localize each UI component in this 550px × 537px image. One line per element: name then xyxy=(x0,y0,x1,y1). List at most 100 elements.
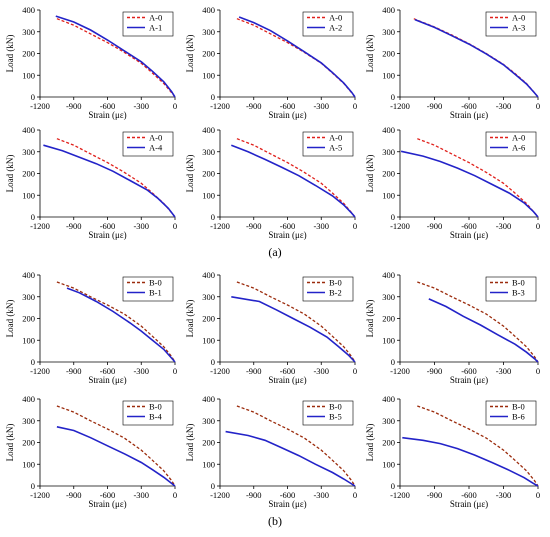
x-tick-label: -300 xyxy=(313,490,329,500)
y-tick-label: 200 xyxy=(22,49,35,59)
y-tick-label: 300 xyxy=(382,27,395,37)
x-axis-label: Strain (με) xyxy=(268,375,306,385)
x-tick-label: -600 xyxy=(461,221,477,231)
series-line-B-0 xyxy=(417,405,539,487)
y-axis-label: Load (kN) xyxy=(365,424,375,462)
chart-panel-10: -1200 -900 -600 -300 0 0 100 200 300 400 Strain (μ… xyxy=(5,394,177,509)
y-tick-label: 200 xyxy=(382,438,395,448)
y-axis-label: Load (kN) xyxy=(185,424,195,462)
legend-label: A-0 xyxy=(512,13,525,23)
legend-label: B-0 xyxy=(149,278,162,288)
series-line-A-0 xyxy=(417,138,539,218)
legend-box xyxy=(302,11,354,37)
x-tick-label: 0 xyxy=(173,101,177,111)
y-tick-label: 100 xyxy=(22,459,35,469)
x-tick-label: -900 xyxy=(66,221,82,231)
y-axis-label: Load (kN) xyxy=(365,155,375,193)
y-tick-label: 300 xyxy=(202,27,215,37)
chart-panel-12: -1200 -900 -600 -300 0 0 100 200 300 400 Strain (μ… xyxy=(365,394,540,509)
y-tick-label: 400 xyxy=(382,5,395,15)
y-tick-label: 200 xyxy=(202,49,215,59)
x-tick-label: -600 xyxy=(100,490,116,500)
chart-panel-5: -1200 -900 -600 -300 0 0 100 200 300 400 Strain (μ… xyxy=(185,125,357,240)
y-tick-label: 0 xyxy=(31,212,35,222)
x-tick-label: 0 xyxy=(173,490,177,500)
series-line-B-2 xyxy=(231,296,356,363)
series-line-A-4 xyxy=(43,144,176,218)
x-tick-label: -1200 xyxy=(30,490,50,500)
x-tick-label: -600 xyxy=(280,101,296,111)
x-axis-label: Strain (με) xyxy=(88,499,126,509)
legend-label: B-1 xyxy=(149,288,162,298)
y-axis-label: Load (kN) xyxy=(365,35,375,73)
series-line-B-3 xyxy=(428,298,539,363)
y-tick-label: 100 xyxy=(202,70,215,80)
chart-panel-11: -1200 -900 -600 -300 0 0 100 200 300 400 Strain (μ… xyxy=(185,394,357,509)
chart-panel-8: -1200 -900 -600 -300 0 0 100 200 300 400 Strain (μ… xyxy=(185,270,357,385)
x-tick-label: -300 xyxy=(133,101,149,111)
legend-label: B-0 xyxy=(149,402,162,412)
x-tick-label: -600 xyxy=(100,101,116,111)
legend-label: A-0 xyxy=(512,133,525,143)
x-tick-label: -300 xyxy=(496,101,512,111)
x-tick-label: -600 xyxy=(100,366,116,376)
x-tick-label: 0 xyxy=(536,366,540,376)
y-tick-label: 300 xyxy=(202,147,215,157)
x-tick-label: -900 xyxy=(246,366,262,376)
legend-label: A-6 xyxy=(512,143,525,153)
x-tick-label: -900 xyxy=(66,490,82,500)
series-line-B-0 xyxy=(417,281,539,363)
x-tick-label: -300 xyxy=(313,221,329,231)
legend-label: A-2 xyxy=(329,23,342,33)
x-axis-label: Strain (με) xyxy=(88,375,126,385)
y-tick-label: 0 xyxy=(31,92,35,102)
x-tick-label: -1200 xyxy=(30,366,50,376)
series-line-A-1 xyxy=(55,15,176,98)
x-tick-label: -600 xyxy=(280,366,296,376)
x-axis-label: Strain (με) xyxy=(88,230,126,240)
legend-box xyxy=(302,276,354,302)
y-tick-label: 100 xyxy=(382,459,395,469)
chart-panel-1: -1200 -900 -600 -300 0 0 100 200 300 400 Strain (μ… xyxy=(5,5,177,120)
y-tick-label: 0 xyxy=(211,92,215,102)
legend-box xyxy=(302,131,354,157)
y-tick-label: 400 xyxy=(22,394,35,404)
legend-box xyxy=(485,276,537,302)
y-tick-label: 200 xyxy=(202,438,215,448)
y-tick-label: 300 xyxy=(22,416,35,426)
x-tick-label: -300 xyxy=(496,221,512,231)
y-tick-label: 0 xyxy=(31,357,35,367)
x-axis-label: Strain (με) xyxy=(450,110,488,120)
chart-panel-7: -1200 -900 -600 -300 0 0 100 200 300 400 Strain (μ… xyxy=(5,270,177,385)
x-tick-label: -300 xyxy=(496,366,512,376)
x-tick-label: -600 xyxy=(461,366,477,376)
x-tick-label: -600 xyxy=(100,221,116,231)
x-tick-label: 0 xyxy=(536,221,540,231)
x-tick-label: -900 xyxy=(66,101,82,111)
y-tick-label: 300 xyxy=(22,147,35,157)
x-axis-label: Strain (με) xyxy=(450,230,488,240)
series-line-A-0 xyxy=(56,18,176,98)
x-axis-label: Strain (με) xyxy=(268,110,306,120)
y-tick-label: 200 xyxy=(22,438,35,448)
x-tick-label: -300 xyxy=(313,366,329,376)
x-tick-label: -900 xyxy=(427,101,443,111)
x-tick-label: 0 xyxy=(353,101,357,111)
y-tick-label: 300 xyxy=(382,416,395,426)
series-line-A-3 xyxy=(414,18,539,98)
legend-label: B-0 xyxy=(329,402,342,412)
y-axis-label: Load (kN) xyxy=(5,35,15,73)
y-tick-label: 0 xyxy=(211,357,215,367)
y-tick-label: 0 xyxy=(211,212,215,222)
y-tick-label: 400 xyxy=(382,125,395,135)
x-tick-label: -300 xyxy=(133,366,149,376)
x-tick-label: -1200 xyxy=(210,366,230,376)
y-axis-label: Load (kN) xyxy=(365,300,375,338)
x-tick-label: -900 xyxy=(246,221,262,231)
y-axis-label: Load (kN) xyxy=(185,35,195,73)
legend-box xyxy=(485,400,537,426)
y-tick-label: 100 xyxy=(382,335,395,345)
x-tick-label: -900 xyxy=(427,221,443,231)
